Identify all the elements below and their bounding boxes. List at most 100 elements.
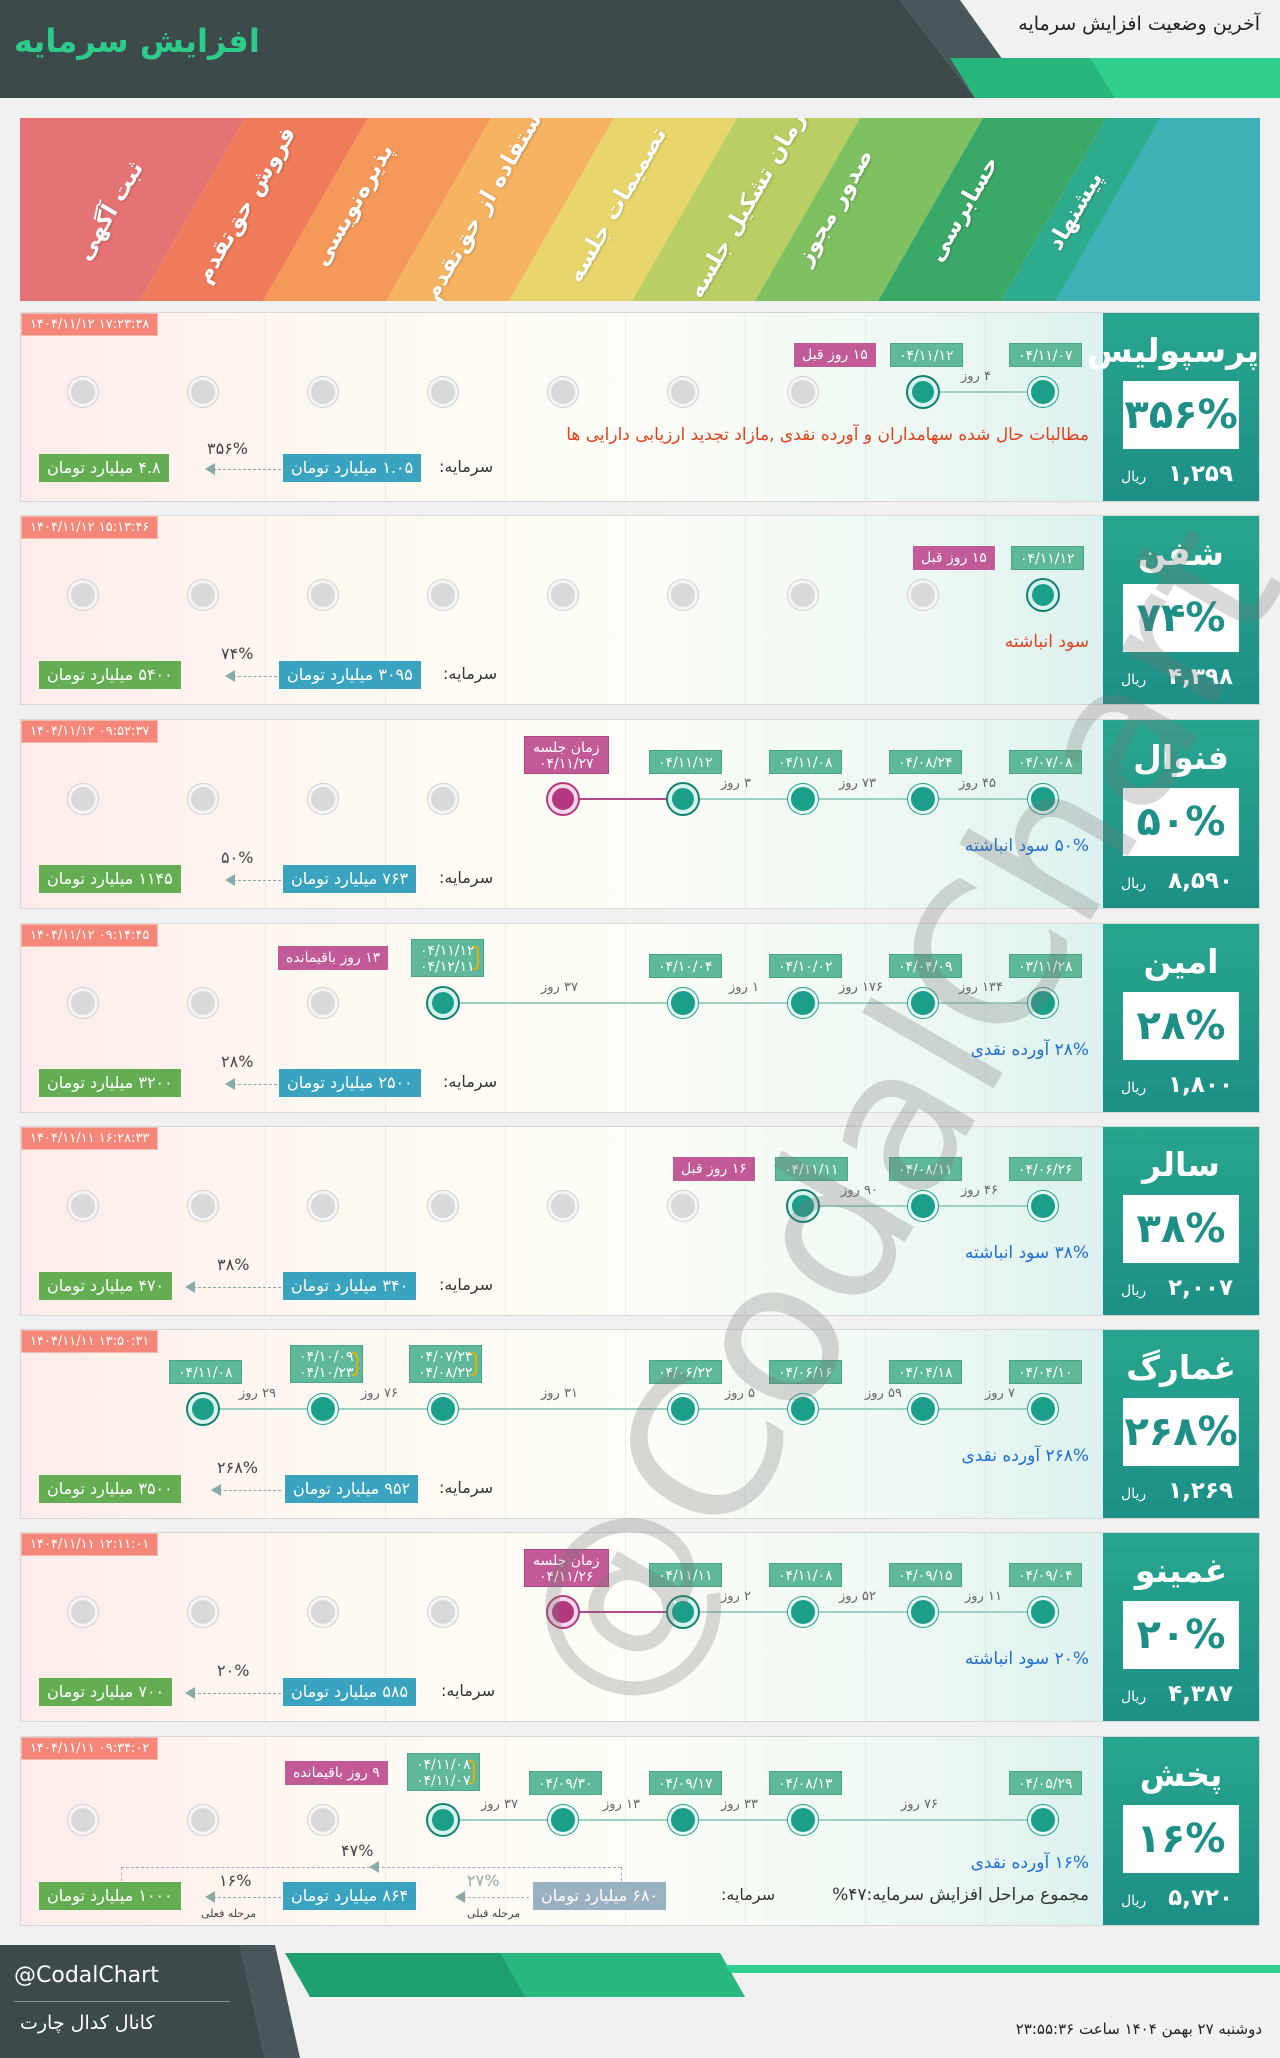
stage-dot [188, 1805, 218, 1835]
card-background [21, 1330, 1105, 1518]
description: ۲۶۸% آورده نقدی [961, 1446, 1089, 1466]
stage-date: ۰۴/۰۴/۰۹ [889, 954, 962, 978]
card-background [21, 313, 1105, 501]
increase-percent-big: ۲۶۸% [1124, 1409, 1238, 1455]
days-count: ۳۷ روز [481, 1797, 518, 1812]
stage-dot [788, 1597, 818, 1627]
company-name: پرسپولیس [1086, 331, 1259, 370]
meeting-stage-dot [548, 1597, 578, 1627]
days-count: ۵ روز [725, 1386, 755, 1401]
stage-dot [788, 988, 818, 1018]
stage-dot [908, 1597, 938, 1627]
card-background [21, 1127, 1105, 1315]
stage-dot [308, 1394, 338, 1424]
current-stage-dot [188, 1394, 218, 1424]
company-card[interactable]: ۱۴۰۴/۱۱/۱۲ ۰۹:۱۴:۴۵ ۰۳/۱۱/۲۸ ۰۴/۰۴/۰۹ ۰۴… [20, 923, 1260, 1113]
current-capital: ۲۵۰۰ میلیارد تومان [279, 1069, 421, 1097]
currency: ریال [1121, 1283, 1147, 1299]
stage-date: ۰۴/۱۱/۰۸ [769, 750, 842, 774]
stage-date: ۰۴/۱۰/۰۲ [769, 954, 842, 978]
current-stage-dot [428, 988, 458, 1018]
stage-dot [908, 1191, 938, 1221]
description: ۲۸% آورده نقدی [970, 1040, 1089, 1060]
footer-handle[interactable]: @CodalChart [14, 1963, 159, 1988]
capital-label: سرمایه: [443, 1072, 498, 1091]
stage-dot [1028, 988, 1058, 1018]
days-count: ۳۷ روز [541, 980, 578, 995]
stage-dot [548, 580, 578, 610]
company-card[interactable]: ۱۴۰۴/۱۱/۱۱ ۰۹:۳۴:۰۲ ۰۴/۰۵/۲۹ ۰۴/۰۸/۱۳ ۰۴… [20, 1736, 1260, 1926]
stage-dot [788, 1805, 818, 1835]
company-summary: شفن ۷۴% ۴,۳۹۸ ریال [1103, 516, 1259, 704]
stage-date: ۰۴/۱۱/۱۲ [649, 750, 722, 774]
company-summary: غمارگ ۲۶۸% ۱,۲۶۹ ریال [1103, 1330, 1259, 1518]
description: ۱۶% آورده نقدی [970, 1853, 1089, 1873]
new-capital: ۷۰۰ میلیارد تومان [39, 1678, 173, 1706]
previous-capital: ۶۸۰ میلیارد تومان [533, 1882, 667, 1910]
stage-date-pair: ۰۴/۱۱/۱۲ ۰۴/۱۲/۱۱ [411, 939, 484, 977]
remaining-days-badge: ۹ روز باقیمانده [285, 1761, 388, 1785]
stage-date: ۰۴/۰۹/۰۴ [1009, 1563, 1082, 1587]
new-capital: ۳۵۰۰ میلیارد تومان [39, 1475, 181, 1503]
days-ago-badge: ۱۵ روز قبل [794, 343, 876, 367]
stage-dot [548, 1805, 578, 1835]
company-summary: پخش ۱۶% ۵,۷۲۰ ریال [1103, 1737, 1259, 1925]
days-count: ۷ روز [985, 1386, 1015, 1401]
currency: ریال [1121, 469, 1147, 485]
stage-dot [668, 1191, 698, 1221]
stage-date-pair: ۰۴/۱۰/۰۹ ۰۴/۱۰/۲۳ [290, 1345, 363, 1383]
current-capital: ۱.۰۵ میلیارد تومان [283, 454, 422, 482]
days-count: ۱۳۴ روز [959, 980, 1003, 995]
stage-date: ۰۴/۰۷/۰۸ [1009, 750, 1082, 774]
new-capital: ۱۰۰۰ میلیارد تومان [39, 1882, 181, 1910]
capital-label: سرمایه: [439, 457, 494, 476]
stage-dot [788, 377, 818, 407]
stage-dot [428, 580, 458, 610]
stage-dot [308, 988, 338, 1018]
current-capital: ۷۶۳ میلیارد تومان [283, 865, 417, 893]
increase-percent: ۲۶۸% [217, 1458, 258, 1477]
stage-date: ۰۴/۰۸/۱۳ [769, 1771, 842, 1795]
days-count: ۴۶ روز [961, 1183, 998, 1198]
stage-date: ۰۴/۱۱/۱۲ [1011, 546, 1084, 570]
stage-dot [1028, 1394, 1058, 1424]
days-count: ۴ روز [961, 369, 991, 384]
increase-percent-big: ۲۰% [1136, 1612, 1226, 1658]
stage-dot [1028, 784, 1058, 814]
timestamp: ۱۴۰۴/۱۱/۱۱ ۰۹:۳۴:۰۲ [21, 1737, 159, 1760]
days-count: ۳۳ روز [721, 1797, 758, 1812]
timestamp: ۱۴۰۴/۱۱/۱۲ ۱۷:۲۳:۳۸ [21, 313, 159, 336]
stage-date: ۰۴/۰۹/۱۷ [649, 1771, 722, 1795]
stage-dot [308, 1191, 338, 1221]
company-card[interactable]: ۱۴۰۴/۱۱/۱۱ ۱۳:۵۰:۳۱ ۰۴/۰۴/۱۰ ۰۴/۰۴/۱۸ ۰۴… [20, 1329, 1260, 1519]
stage-dot [188, 1191, 218, 1221]
description: ۳۸% سود انباشته [964, 1243, 1089, 1263]
description: سود انباشته [1004, 632, 1089, 652]
stage-date: ۰۴/۰۹/۱۵ [889, 1563, 962, 1587]
company-card[interactable]: ۱۴۰۴/۱۱/۱۲ ۰۹:۵۲:۳۷ ۰۴/۰۷/۰۸ ۰۴/۰۸/۲۴ ۰۴… [20, 719, 1260, 909]
company-card[interactable]: ۱۴۰۴/۱۱/۱۲ ۱۵:۱۳:۴۶ ۰۴/۱۱/۱۲ ۱۵ روز قبل … [20, 515, 1260, 705]
timestamp: ۱۴۰۴/۱۱/۱۱ ۱۳:۵۰:۳۱ [21, 1330, 159, 1353]
company-card[interactable]: ۱۴۰۴/۱۱/۱۲ ۱۷:۲۳:۳۸ ۰۴/۱۱/۰۷ ۰۴/۱۱/۱۲ ۱۵… [20, 312, 1260, 502]
meeting-stage-dot [548, 784, 578, 814]
description: مطالبات حال شده سهامداران و آورده نقدی ,… [566, 425, 1089, 445]
currency: ریال [1121, 672, 1147, 688]
increase-percent-big: ۷۴% [1136, 595, 1226, 641]
current-capital: ۹۵۲ میلیارد تومان [285, 1475, 419, 1503]
company-summary: سالر ۳۸% ۲,۰۰۷ ریال [1103, 1127, 1259, 1315]
days-count: ۷۶ روز [901, 1797, 938, 1812]
stage-date: ۰۴/۱۱/۰۸ [169, 1360, 242, 1384]
company-card[interactable]: ۱۴۰۴/۱۱/۱۱ ۱۲:۱۱:۰۱ ۰۴/۰۹/۰۴ ۰۴/۰۹/۱۵ ۰۴… [20, 1532, 1260, 1722]
increase-percent: ۳۵۶% [207, 439, 248, 458]
remaining-days-badge: ۱۳ روز باقیمانده [278, 946, 389, 970]
price: ۱,۸۰۰ [1168, 1072, 1233, 1098]
days-count: ۲ روز [721, 1589, 751, 1604]
meeting-date: زمان جلسه ۰۴/۱۱/۲۷ [524, 736, 609, 774]
stage-dot [188, 377, 218, 407]
new-capital: ۴.۸ میلیارد تومان [39, 454, 169, 482]
company-card[interactable]: ۱۴۰۴/۱۱/۱۱ ۱۶:۲۸:۳۳ ۰۴/۰۶/۲۶ ۰۴/۰۸/۱۱ ۰۴… [20, 1126, 1260, 1316]
capital-label: سرمایه: [439, 1478, 494, 1497]
top-bar-graphic [0, 0, 1280, 98]
stage-date: ۰۴/۰۸/۱۱ [889, 1157, 962, 1181]
